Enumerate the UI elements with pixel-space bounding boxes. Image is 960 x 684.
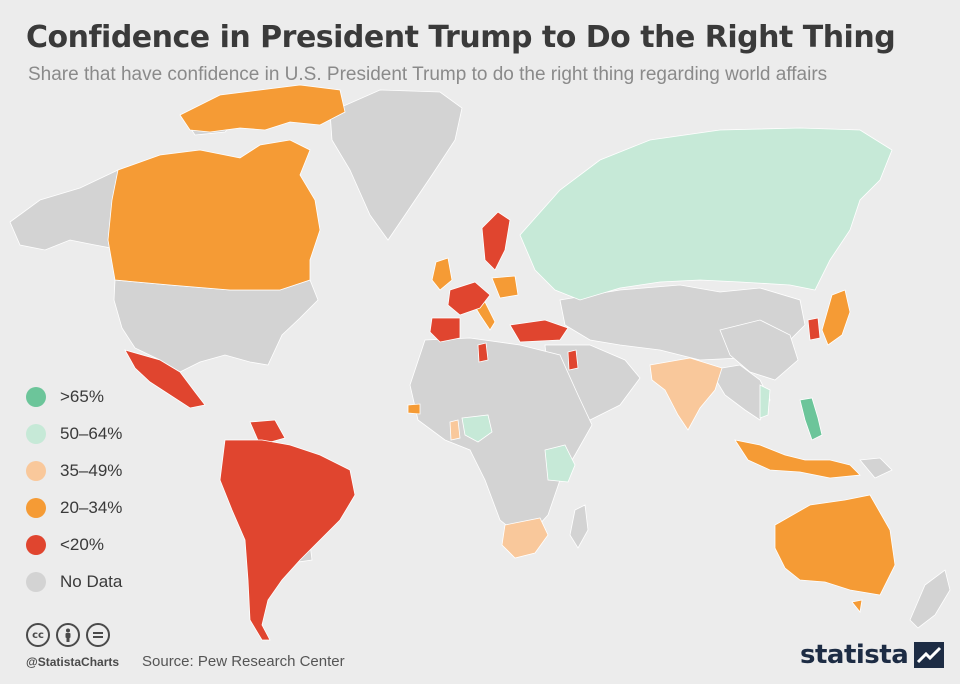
- madagascar: [569, 504, 589, 549]
- spain: [429, 317, 461, 343]
- legend-swatch: [26, 497, 46, 518]
- china-east: [719, 319, 799, 381]
- canada-arctic: [179, 84, 346, 133]
- social-handle[interactable]: @StatistaCharts: [26, 655, 120, 669]
- poland: [491, 275, 519, 299]
- legend: >65% 50–64% 35–49% 20–34% <20% No Data: [26, 378, 122, 600]
- legend-item: <20%: [26, 526, 122, 563]
- turkey: [509, 319, 569, 343]
- legend-label: 35–49%: [60, 460, 123, 480]
- kenya: [544, 444, 576, 483]
- alaska: [9, 169, 123, 251]
- mexico: [124, 349, 206, 409]
- legend-item: 20–34%: [26, 489, 122, 526]
- source-note: Source: Pew Research Center: [142, 653, 345, 670]
- nigeria: [461, 414, 493, 443]
- germany-france: [447, 281, 491, 316]
- greenland: [329, 89, 463, 241]
- brand-wordmark: statista: [800, 640, 909, 670]
- legend-swatch: [26, 386, 46, 407]
- ghana: [449, 419, 461, 441]
- nd-icon[interactable]: [86, 623, 110, 647]
- chart-subtitle: Share that have confidence in U.S. Presi…: [28, 64, 828, 85]
- legend-item: >65%: [26, 378, 122, 415]
- australia: [774, 494, 896, 596]
- papua: [859, 457, 893, 479]
- chart-title: Confidence in President Trump to Do the …: [26, 20, 896, 55]
- south-africa: [501, 517, 549, 559]
- africa: [409, 337, 593, 541]
- legend-swatch: [26, 423, 46, 444]
- legend-swatch: [26, 534, 46, 555]
- sweden: [481, 211, 511, 271]
- brazil-region: [219, 439, 356, 641]
- india: [649, 357, 723, 431]
- senegal: [407, 403, 421, 415]
- legend-swatch: [26, 571, 46, 592]
- legend-item: 35–49%: [26, 452, 122, 489]
- vietnam: [759, 384, 771, 419]
- legend-swatch: [26, 460, 46, 481]
- tunisia: [477, 342, 489, 363]
- statista-mark-icon: [914, 642, 945, 668]
- by-icon[interactable]: [56, 623, 80, 647]
- license-icons: cc: [26, 623, 110, 647]
- south-korea: [807, 317, 821, 341]
- cc-icon[interactable]: cc: [26, 623, 50, 647]
- statista-logo[interactable]: statista: [800, 640, 945, 670]
- philippines: [799, 397, 823, 441]
- uk: [431, 257, 453, 291]
- russia: [519, 127, 893, 301]
- tasmania: [851, 599, 863, 613]
- legend-item: 50–64%: [26, 415, 122, 452]
- jordan: [567, 349, 579, 371]
- japan: [821, 289, 851, 346]
- legend-label: >65%: [60, 386, 104, 406]
- legend-label: No Data: [60, 571, 123, 591]
- canada: [107, 139, 321, 291]
- new-zealand: [909, 569, 951, 629]
- legend-label: 50–64%: [60, 423, 123, 443]
- legend-label: <20%: [60, 534, 104, 554]
- legend-item: No Data: [26, 563, 122, 600]
- venezuela: [249, 419, 286, 446]
- legend-label: 20–34%: [60, 497, 123, 517]
- indonesia: [734, 439, 861, 479]
